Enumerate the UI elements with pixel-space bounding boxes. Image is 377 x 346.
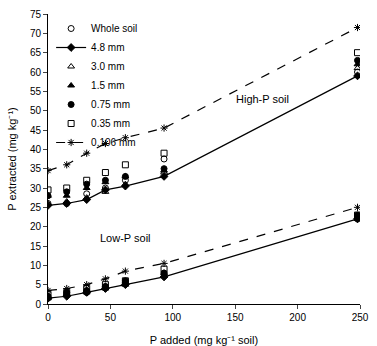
svg-text:200: 200 xyxy=(289,312,306,323)
svg-text:P added (mg kg⁻¹ soil): P added (mg kg⁻¹ soil) xyxy=(150,334,258,346)
svg-text:1.5 mm: 1.5 mm xyxy=(91,80,124,91)
svg-text:45: 45 xyxy=(30,125,42,136)
svg-text:3.0 mm: 3.0 mm xyxy=(91,61,124,72)
svg-text:250: 250 xyxy=(352,312,369,323)
svg-text:50: 50 xyxy=(30,105,42,116)
svg-text:35: 35 xyxy=(30,163,42,174)
svg-text:4.8 mm: 4.8 mm xyxy=(91,42,124,53)
svg-text:30: 30 xyxy=(30,183,42,194)
svg-text:5: 5 xyxy=(35,279,41,290)
svg-text:P extracted (mg kg⁻¹): P extracted (mg kg⁻¹) xyxy=(6,107,18,210)
svg-text:10: 10 xyxy=(30,260,42,271)
svg-text:60: 60 xyxy=(30,67,42,78)
svg-text:0: 0 xyxy=(35,299,41,310)
svg-text:0.75 mm: 0.75 mm xyxy=(91,99,130,110)
svg-text:Low-P soil: Low-P soil xyxy=(100,232,151,244)
svg-text:20: 20 xyxy=(30,221,42,232)
svg-text:40: 40 xyxy=(30,144,42,155)
svg-text:65: 65 xyxy=(30,47,42,58)
svg-text:75: 75 xyxy=(30,9,42,20)
svg-text:High-P soil: High-P soil xyxy=(236,93,289,105)
svg-text:55: 55 xyxy=(30,86,42,97)
svg-text:25: 25 xyxy=(30,202,42,213)
svg-text:100: 100 xyxy=(164,312,181,323)
svg-text:0.106 mm: 0.106 mm xyxy=(91,137,135,148)
svg-text:70: 70 xyxy=(30,28,42,39)
svg-text:0.35 mm: 0.35 mm xyxy=(91,118,130,129)
svg-text:Whole soil: Whole soil xyxy=(91,23,137,34)
svg-text:15: 15 xyxy=(30,241,42,252)
svg-text:50: 50 xyxy=(105,312,117,323)
svg-text:150: 150 xyxy=(227,312,244,323)
svg-text:0: 0 xyxy=(45,312,51,323)
